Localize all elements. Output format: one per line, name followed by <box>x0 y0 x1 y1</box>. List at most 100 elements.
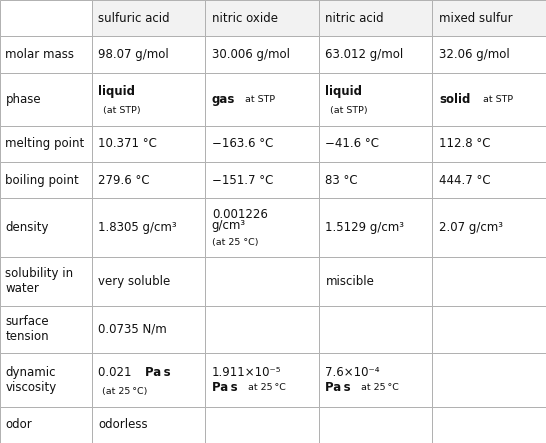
Bar <box>92 73 205 126</box>
Bar <box>432 353 546 407</box>
Text: phase: phase <box>5 93 41 106</box>
Bar <box>319 198 432 257</box>
Text: solid: solid <box>439 93 470 106</box>
Bar <box>0 36 92 73</box>
Text: surface
tension: surface tension <box>5 315 49 343</box>
Text: melting point: melting point <box>5 137 85 151</box>
Text: 1.8305 g/cm³: 1.8305 g/cm³ <box>98 221 177 234</box>
Text: odorless: odorless <box>98 418 148 431</box>
Text: nitric oxide: nitric oxide <box>212 12 278 25</box>
Text: mixed sulfur: mixed sulfur <box>439 12 513 25</box>
Text: −163.6 °C: −163.6 °C <box>212 137 273 151</box>
Text: boiling point: boiling point <box>5 174 79 187</box>
Text: 1.911×10⁻⁵: 1.911×10⁻⁵ <box>212 366 281 379</box>
Bar <box>205 198 319 257</box>
Bar <box>92 162 205 198</box>
Bar <box>0 306 92 353</box>
Bar <box>205 36 319 73</box>
Bar <box>0 162 92 198</box>
Text: gas: gas <box>212 93 235 106</box>
Bar <box>319 73 432 126</box>
Text: odor: odor <box>5 418 32 431</box>
Text: miscible: miscible <box>325 275 375 288</box>
Text: dynamic
viscosity: dynamic viscosity <box>5 366 57 394</box>
Text: 63.012 g/mol: 63.012 g/mol <box>325 48 403 61</box>
Bar <box>92 198 205 257</box>
Bar <box>205 73 319 126</box>
Bar <box>205 162 319 198</box>
Text: 0.001226: 0.001226 <box>212 208 268 222</box>
Text: (at 25 °C): (at 25 °C) <box>212 238 258 247</box>
Text: 1.5129 g/cm³: 1.5129 g/cm³ <box>325 221 405 234</box>
Text: at STP: at STP <box>245 95 275 104</box>
Bar <box>92 36 205 73</box>
Bar <box>205 126 319 162</box>
Text: liquid: liquid <box>325 85 363 98</box>
Text: 0.0735 N/m: 0.0735 N/m <box>98 323 167 336</box>
Bar <box>0 198 92 257</box>
Text: 30.006 g/mol: 30.006 g/mol <box>212 48 290 61</box>
Text: solubility in
water: solubility in water <box>5 268 74 295</box>
Bar <box>92 353 205 407</box>
Text: 444.7 °C: 444.7 °C <box>439 174 491 187</box>
Text: (at 25 °C): (at 25 °C) <box>102 387 147 396</box>
Bar <box>319 353 432 407</box>
Text: g/cm³: g/cm³ <box>212 219 246 232</box>
Bar <box>432 36 546 73</box>
Bar <box>432 0 546 36</box>
Text: 2.07 g/cm³: 2.07 g/cm³ <box>439 221 503 234</box>
Bar <box>92 306 205 353</box>
Bar <box>319 126 432 162</box>
Bar <box>432 198 546 257</box>
Bar <box>0 257 92 306</box>
Text: at 25 °C: at 25 °C <box>361 383 399 392</box>
Bar <box>319 407 432 443</box>
Bar <box>319 36 432 73</box>
Bar <box>205 407 319 443</box>
Text: at STP: at STP <box>483 95 513 104</box>
Bar <box>0 73 92 126</box>
Text: nitric acid: nitric acid <box>325 12 384 25</box>
Bar <box>205 0 319 36</box>
Bar <box>0 126 92 162</box>
Text: molar mass: molar mass <box>5 48 74 61</box>
Text: density: density <box>5 221 49 234</box>
Bar <box>205 257 319 306</box>
Bar <box>0 0 92 36</box>
Bar <box>92 257 205 306</box>
Text: 83 °C: 83 °C <box>325 174 358 187</box>
Text: liquid: liquid <box>98 85 135 98</box>
Bar <box>432 73 546 126</box>
Text: (at STP): (at STP) <box>330 106 367 115</box>
Text: at 25 °C: at 25 °C <box>248 383 286 392</box>
Bar <box>432 162 546 198</box>
Text: Pa s: Pa s <box>212 381 238 394</box>
Bar <box>205 306 319 353</box>
Bar <box>432 126 546 162</box>
Text: 10.371 °C: 10.371 °C <box>98 137 157 151</box>
Text: Pa s: Pa s <box>325 381 351 394</box>
Text: −41.6 °C: −41.6 °C <box>325 137 379 151</box>
Bar <box>319 0 432 36</box>
Text: 7.6×10⁻⁴: 7.6×10⁻⁴ <box>325 366 380 379</box>
Text: 0.021: 0.021 <box>98 366 134 379</box>
Bar <box>92 0 205 36</box>
Text: (at STP): (at STP) <box>103 106 140 115</box>
Bar <box>319 257 432 306</box>
Bar <box>432 257 546 306</box>
Bar <box>0 353 92 407</box>
Text: 112.8 °C: 112.8 °C <box>439 137 490 151</box>
Text: sulfuric acid: sulfuric acid <box>98 12 170 25</box>
Text: Pa s: Pa s <box>145 366 170 379</box>
Bar <box>432 407 546 443</box>
Bar <box>0 407 92 443</box>
Bar <box>205 353 319 407</box>
Text: very soluble: very soluble <box>98 275 170 288</box>
Text: 279.6 °C: 279.6 °C <box>98 174 150 187</box>
Bar <box>92 407 205 443</box>
Bar <box>92 126 205 162</box>
Bar <box>319 162 432 198</box>
Text: −151.7 °C: −151.7 °C <box>212 174 273 187</box>
Text: 98.07 g/mol: 98.07 g/mol <box>98 48 169 61</box>
Bar <box>319 306 432 353</box>
